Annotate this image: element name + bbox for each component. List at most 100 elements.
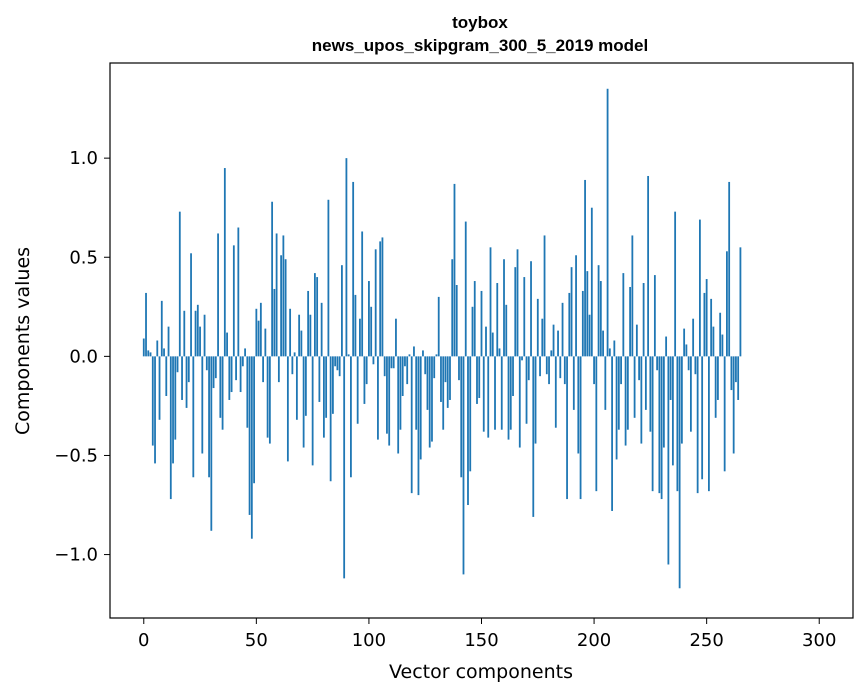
bar-203	[599, 281, 602, 357]
y-tick-label: 1.0	[69, 148, 98, 169]
bar-183	[554, 356, 557, 428]
bar-131	[437, 296, 440, 357]
bar-176	[539, 356, 541, 377]
bar-140	[458, 356, 460, 381]
bar-201	[595, 356, 598, 492]
bar-146	[471, 306, 474, 357]
bar-156	[494, 356, 496, 430]
bar-204	[602, 330, 604, 357]
bar-207	[608, 348, 611, 357]
bar-64	[286, 356, 289, 462]
bar-141	[460, 356, 463, 478]
bar-35	[221, 356, 224, 430]
bar-2	[147, 350, 150, 357]
bar-36	[223, 168, 226, 357]
bar-160	[503, 259, 505, 357]
bar-198	[588, 314, 591, 357]
bar-213	[622, 273, 625, 357]
y-axis-ticks: −1.0 −0.5 0.0 0.5 1.0	[54, 148, 110, 566]
bar-136	[449, 356, 451, 400]
bar-252	[710, 298, 713, 357]
bar-250	[705, 279, 708, 357]
x-tick-label: 150	[464, 630, 498, 651]
bar-63	[284, 259, 287, 357]
bar-134	[444, 356, 447, 383]
bar-189	[568, 292, 571, 357]
bar-111	[392, 356, 395, 369]
bar-44	[241, 356, 244, 367]
bar-259	[726, 251, 728, 357]
bar-261	[730, 356, 733, 391]
bar-202	[597, 265, 600, 357]
bar-230	[660, 356, 663, 500]
bar-31	[212, 356, 215, 389]
bar-153	[487, 356, 490, 438]
bar-185	[559, 356, 562, 379]
bar-94	[354, 294, 357, 357]
bar-242	[687, 356, 690, 371]
bar-255	[717, 356, 719, 400]
bar-24	[196, 304, 199, 357]
bar-137	[451, 259, 454, 357]
bar-15	[176, 356, 179, 373]
bar-49	[253, 356, 255, 484]
bar-211	[617, 356, 620, 430]
bar-108	[386, 356, 388, 434]
bar-232	[665, 336, 668, 357]
bar-170	[525, 356, 528, 424]
bar-168	[521, 356, 523, 361]
y-axis-label: Components values	[12, 247, 34, 435]
bar-206	[606, 88, 609, 357]
bar-40	[232, 245, 235, 357]
bar-187	[563, 356, 566, 385]
bar-244	[692, 318, 695, 357]
bar-55	[266, 356, 269, 438]
bar-231	[662, 356, 665, 448]
bar-192	[575, 255, 577, 357]
bar-180	[548, 356, 550, 385]
bar-101	[370, 306, 373, 357]
bar-251	[708, 356, 710, 492]
bar-77	[316, 277, 319, 357]
bar-195	[581, 290, 584, 357]
bar-228	[656, 356, 659, 371]
bar-262	[732, 356, 735, 454]
bar-175	[536, 298, 539, 357]
bar-80	[322, 356, 325, 438]
chart-subtitle: news_upos_skipgram_300_5_2019 model	[312, 36, 648, 55]
bar-158	[498, 348, 501, 357]
bar-142	[462, 356, 465, 575]
bar-147	[473, 281, 476, 357]
bar-19	[185, 356, 188, 408]
bar-113	[397, 356, 400, 454]
bar-119	[410, 356, 413, 494]
x-axis-ticks: 0 50 100 150 200 250 300	[138, 618, 836, 651]
y-tick-label: 0.5	[69, 247, 98, 268]
bar-4	[151, 356, 154, 446]
bar-60	[277, 356, 280, 383]
bar-30	[210, 356, 213, 531]
bar-178	[543, 235, 546, 357]
bar-37	[226, 332, 228, 357]
bar-93	[352, 181, 355, 357]
bar-235	[671, 356, 674, 466]
bar-105	[379, 241, 382, 357]
bar-13	[172, 356, 174, 464]
bar-54	[264, 328, 267, 357]
bar-87	[338, 356, 341, 377]
bar-135	[446, 356, 449, 408]
bar-74	[309, 314, 312, 357]
bar-91	[347, 354, 350, 357]
bar-155	[491, 332, 494, 357]
bar-125	[424, 356, 427, 375]
bar-239	[680, 356, 683, 444]
plot-frame	[109, 62, 854, 619]
bar-7	[158, 356, 161, 420]
bar-221	[640, 356, 643, 444]
bar-112	[395, 318, 397, 357]
bar-1	[145, 292, 147, 357]
bar-82	[327, 199, 330, 357]
bar-5	[154, 356, 156, 464]
bar-194	[579, 356, 582, 500]
